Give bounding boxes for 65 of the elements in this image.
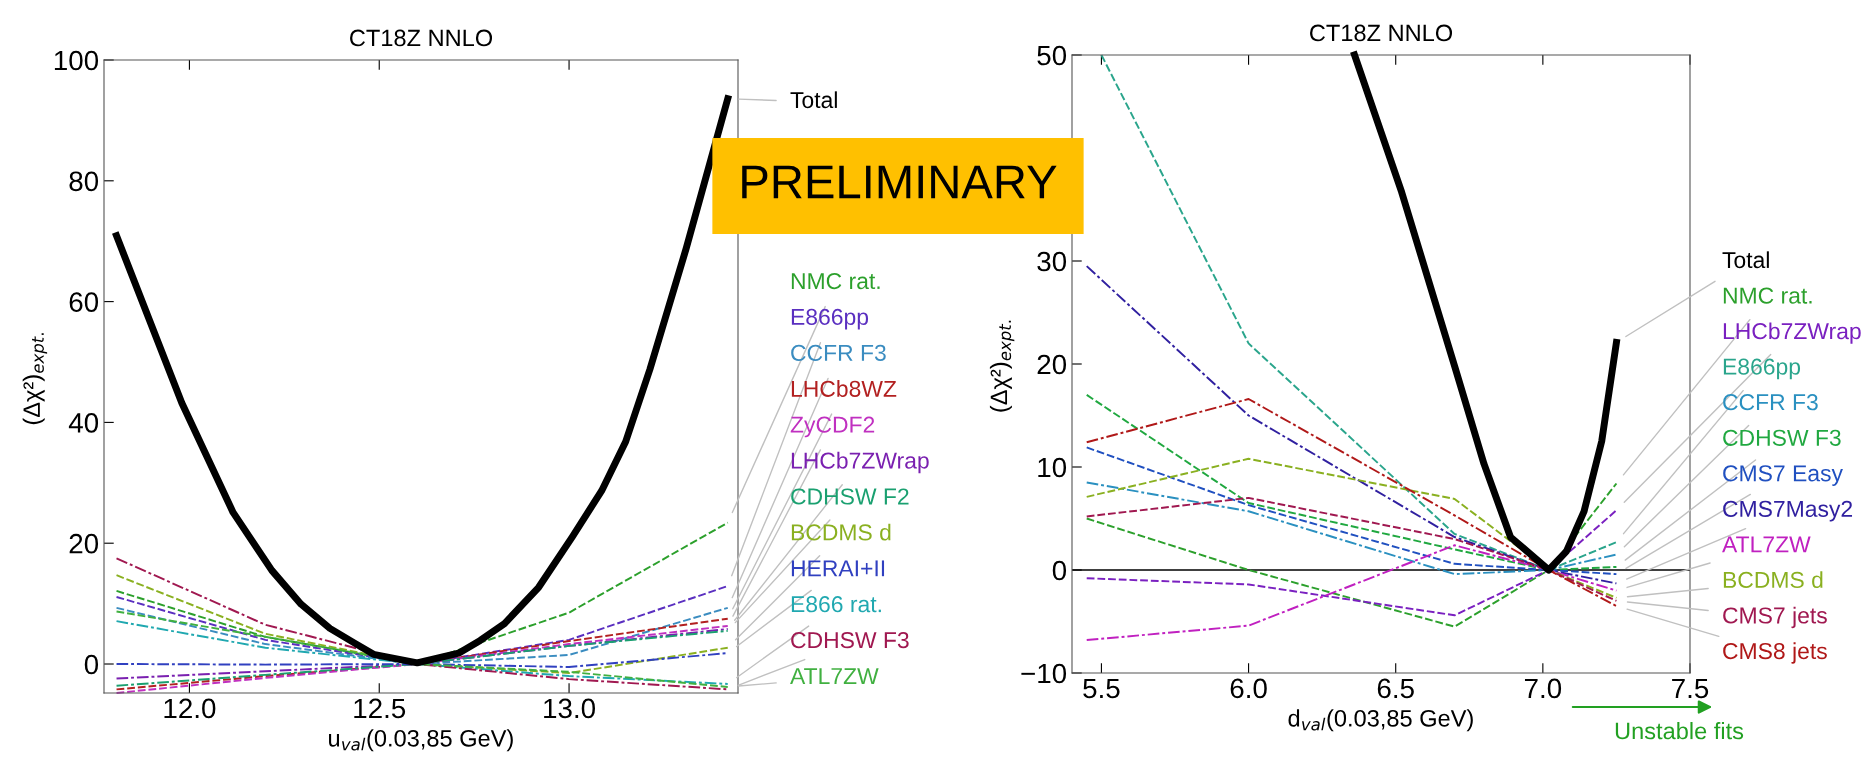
y-tick-label: 40 xyxy=(68,413,99,433)
x-tick-label: 12.0 xyxy=(164,698,216,719)
chart-title: CT18Z NNLO xyxy=(350,29,493,47)
chart-title: CT18Z NNLO xyxy=(1310,24,1453,42)
text: E866 rat. xyxy=(791,596,881,613)
text: CDHSW F3 xyxy=(1723,429,1841,446)
line-series xyxy=(1085,482,1618,628)
text: NMC rat. xyxy=(791,272,880,290)
line-series xyxy=(1085,481,1618,576)
line-series xyxy=(1085,393,1618,571)
line-series xyxy=(1085,457,1618,599)
y-tick-label: 0 xyxy=(1052,560,1067,581)
y-tick-label: 100 xyxy=(54,50,99,71)
text: ATL7ZW xyxy=(1722,536,1811,553)
text: ATL7ZW xyxy=(790,668,879,684)
x-axis-title: u$_{val}$(0.03,85 GeV) xyxy=(329,729,513,752)
y-tick-label: 0 xyxy=(84,654,99,675)
y-axis-title: (Δχ²)$_{expt.}$ xyxy=(22,333,48,425)
text: Unstable fits xyxy=(1615,721,1744,740)
text: BCDMS d xyxy=(791,523,891,541)
text: Total xyxy=(790,91,837,109)
y-axis-title: (Δχ²)$_{expt.}$ xyxy=(989,320,1015,412)
text: PRELIMINARY xyxy=(742,165,1057,199)
y-tick-label: 30 xyxy=(1037,251,1067,272)
x-tick-label: 12.5 xyxy=(354,698,406,719)
text: CMS7 jets xyxy=(1723,606,1827,629)
text: HERAI+II xyxy=(791,560,885,577)
x-tick-label: 7.0 xyxy=(1524,678,1562,699)
text: NMC rat. xyxy=(1723,287,1812,304)
line-series xyxy=(1085,398,1618,608)
line-series xyxy=(1085,509,1618,617)
y-tick-label: 60 xyxy=(69,292,99,312)
y-tick-label: −10 xyxy=(1021,663,1067,684)
line-series xyxy=(1085,496,1618,602)
text: LHCb8WZ xyxy=(791,380,897,397)
line-series xyxy=(1100,54,1618,571)
text: Total xyxy=(1722,251,1769,269)
text: LHCb7ZWrap xyxy=(1723,322,1861,344)
x-tick-label: 6.0 xyxy=(1230,678,1267,699)
text: CMS7Masy2 xyxy=(1723,500,1853,522)
line-series xyxy=(1085,265,1618,585)
text: BCDMS d xyxy=(1723,571,1823,589)
text: ZyCDF2 xyxy=(790,416,875,438)
text: CCFR F3 xyxy=(791,344,886,361)
y-tick-label: 50 xyxy=(1037,45,1067,66)
x-tick-label: 5.5 xyxy=(1083,678,1120,699)
x-axis-title: d$_{val}$(0.03,85 GeV) xyxy=(1288,709,1473,732)
text: CMS8 jets xyxy=(1723,642,1827,664)
text: CDHSW F2 xyxy=(791,488,909,505)
text: LHCb7ZWrap xyxy=(791,451,929,474)
x-tick-label: 6.5 xyxy=(1377,678,1414,699)
x-tick-label: 7.5 xyxy=(1672,678,1709,699)
line-series xyxy=(1085,446,1618,576)
text: CMS7 Easy xyxy=(1723,465,1843,486)
x-tick-label: 13.0 xyxy=(544,698,596,719)
line-series xyxy=(115,606,729,665)
text: E866pp xyxy=(791,308,869,330)
line-series xyxy=(115,557,729,691)
y-tick-label: 10 xyxy=(1038,457,1067,478)
y-tick-label: 20 xyxy=(1037,354,1067,375)
y-tick-label: 20 xyxy=(69,533,99,554)
text: E866pp xyxy=(1723,358,1801,380)
y-tick-label: 80 xyxy=(69,171,99,192)
text: CCFR F3 xyxy=(1723,394,1818,411)
text: CDHSW F3 xyxy=(791,632,909,649)
